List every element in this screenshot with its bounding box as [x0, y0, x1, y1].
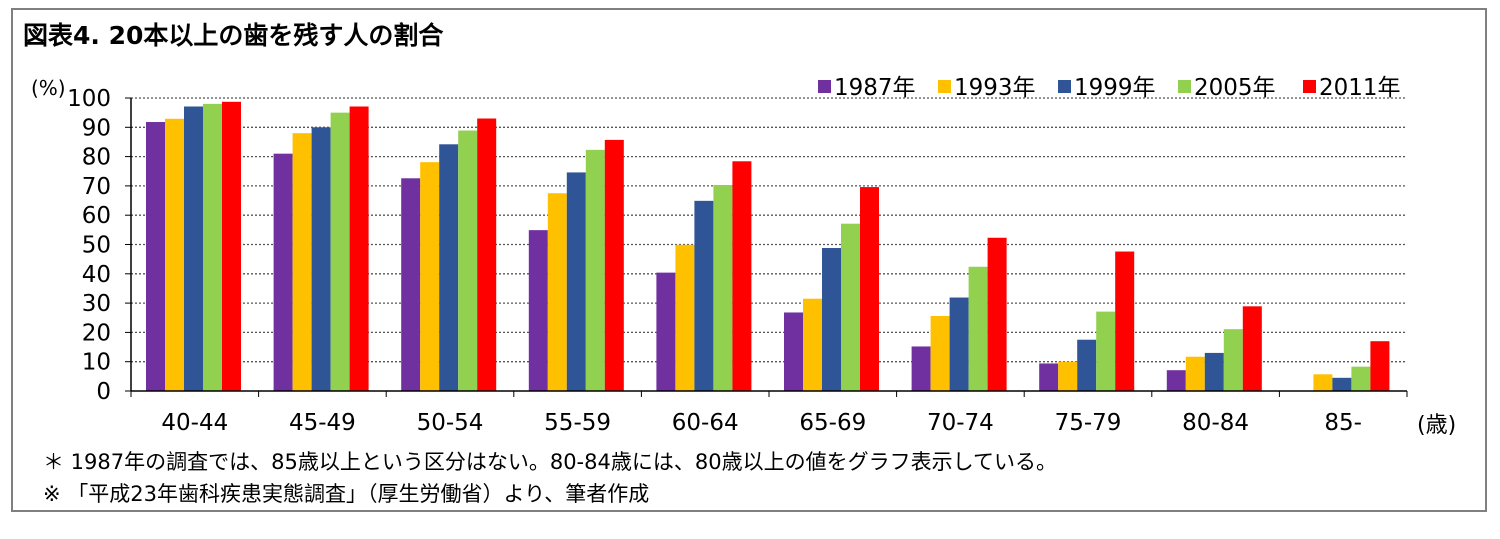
x-tick-label: 75-79 [1055, 410, 1122, 436]
bar [1370, 341, 1390, 391]
bar [930, 315, 950, 391]
y-tick-label: 40 [82, 262, 111, 288]
x-tick-label: 80-84 [1182, 410, 1249, 436]
y-tick-label: 80 [82, 145, 111, 171]
x-tick-label: 45-49 [289, 410, 356, 436]
bar [1204, 352, 1224, 391]
legend-item: 2011年 [1303, 75, 1401, 101]
bar [439, 144, 459, 391]
footnote-survey: ＊ 1987年の調査では、85歳以上という区分はない。80-84歳には、80歳以… [43, 450, 1057, 474]
y-tick-label: 90 [82, 115, 111, 141]
bar [949, 297, 969, 391]
legend-swatch [1303, 80, 1316, 93]
bar [401, 178, 421, 391]
x-tick-label: 60-64 [672, 410, 739, 436]
bar [1223, 329, 1243, 391]
x-tick-label: 40-44 [161, 410, 228, 436]
figure-frame: 図表4. 20本以上の歯を残す人の割合 (%) (歳) 0 10 20 30 40 50 6… [11, 8, 1487, 512]
legend-swatch [938, 80, 951, 93]
y-tick-label: 0 [96, 379, 111, 405]
bar [1077, 339, 1097, 391]
bar [184, 106, 203, 391]
bar [1242, 306, 1262, 391]
legend-item: 1993年 [938, 75, 1036, 101]
legend-item: 1987年 [818, 75, 916, 101]
y-tick-label: 20 [82, 320, 111, 346]
y-tick-label: 60 [82, 203, 111, 229]
bar [860, 187, 879, 391]
bar [1096, 311, 1116, 391]
bar [547, 193, 567, 391]
x-tick-label: 50-54 [417, 410, 484, 436]
bar [165, 118, 184, 391]
bar [1039, 363, 1059, 391]
chart-title: 図表4. 20本以上の歯を残す人の割合 [23, 21, 444, 50]
x-tick-label: 85- [1324, 410, 1362, 436]
bar [604, 139, 624, 391]
bar [968, 266, 988, 391]
footnote-source: ※ 「平成23年歯科疾患実態調査」（厚生労働省）より、筆者作成 [43, 482, 650, 506]
bar [1185, 356, 1205, 391]
bar [1332, 377, 1352, 391]
x-axis-unit-label: (歳) [1417, 413, 1456, 438]
bar [713, 185, 733, 391]
x-tick-label: 65-69 [799, 410, 866, 436]
bar [1313, 374, 1333, 391]
legend-label: 1993年 [954, 75, 1036, 101]
bar [803, 298, 822, 391]
bar [273, 153, 293, 391]
bar [732, 161, 752, 391]
bar [458, 130, 478, 391]
bar [528, 230, 548, 391]
bar [911, 346, 931, 391]
y-axis-unit-label: (%) [31, 76, 66, 100]
bar [566, 172, 586, 391]
legend-item: 1999年 [1058, 75, 1156, 101]
y-tick-label: 30 [82, 291, 111, 317]
bar [784, 312, 803, 391]
bar [330, 112, 350, 392]
legend-label: 2011年 [1319, 75, 1401, 101]
bar [477, 118, 497, 391]
bar [675, 244, 695, 391]
bar [585, 149, 605, 391]
bar [1058, 361, 1078, 391]
legend-swatch [1178, 80, 1191, 93]
bar [1115, 251, 1135, 391]
y-tick-label: 100 [67, 86, 111, 112]
legend-label: 2005年 [1194, 75, 1276, 101]
y-tick-label: 70 [82, 174, 111, 200]
legend-label: 1999年 [1074, 75, 1156, 101]
bar-chart: 図表4. 20本以上の歯を残す人の割合 (%) (歳) 0 10 20 30 40 50 6… [23, 21, 1456, 438]
bar [694, 200, 714, 391]
bar [292, 133, 312, 391]
bar [222, 101, 241, 392]
y-tick-label: 10 [82, 350, 111, 376]
bar [822, 248, 841, 391]
bar [1351, 366, 1371, 391]
legend-item: 2005年 [1178, 75, 1276, 101]
bar [987, 237, 1007, 391]
bar [1166, 370, 1186, 391]
legend-swatch [818, 80, 831, 93]
y-tick-label: 50 [82, 233, 111, 259]
bar [841, 223, 860, 391]
legend-label: 1987年 [834, 75, 916, 101]
bar [311, 127, 331, 392]
bar [656, 272, 676, 391]
x-tick-label: 70-74 [927, 410, 994, 436]
x-tick-label: 55-59 [544, 410, 611, 436]
bar [349, 106, 369, 391]
bar [420, 162, 440, 391]
legend-swatch [1058, 80, 1071, 93]
bar [146, 122, 165, 391]
bar [203, 103, 222, 392]
